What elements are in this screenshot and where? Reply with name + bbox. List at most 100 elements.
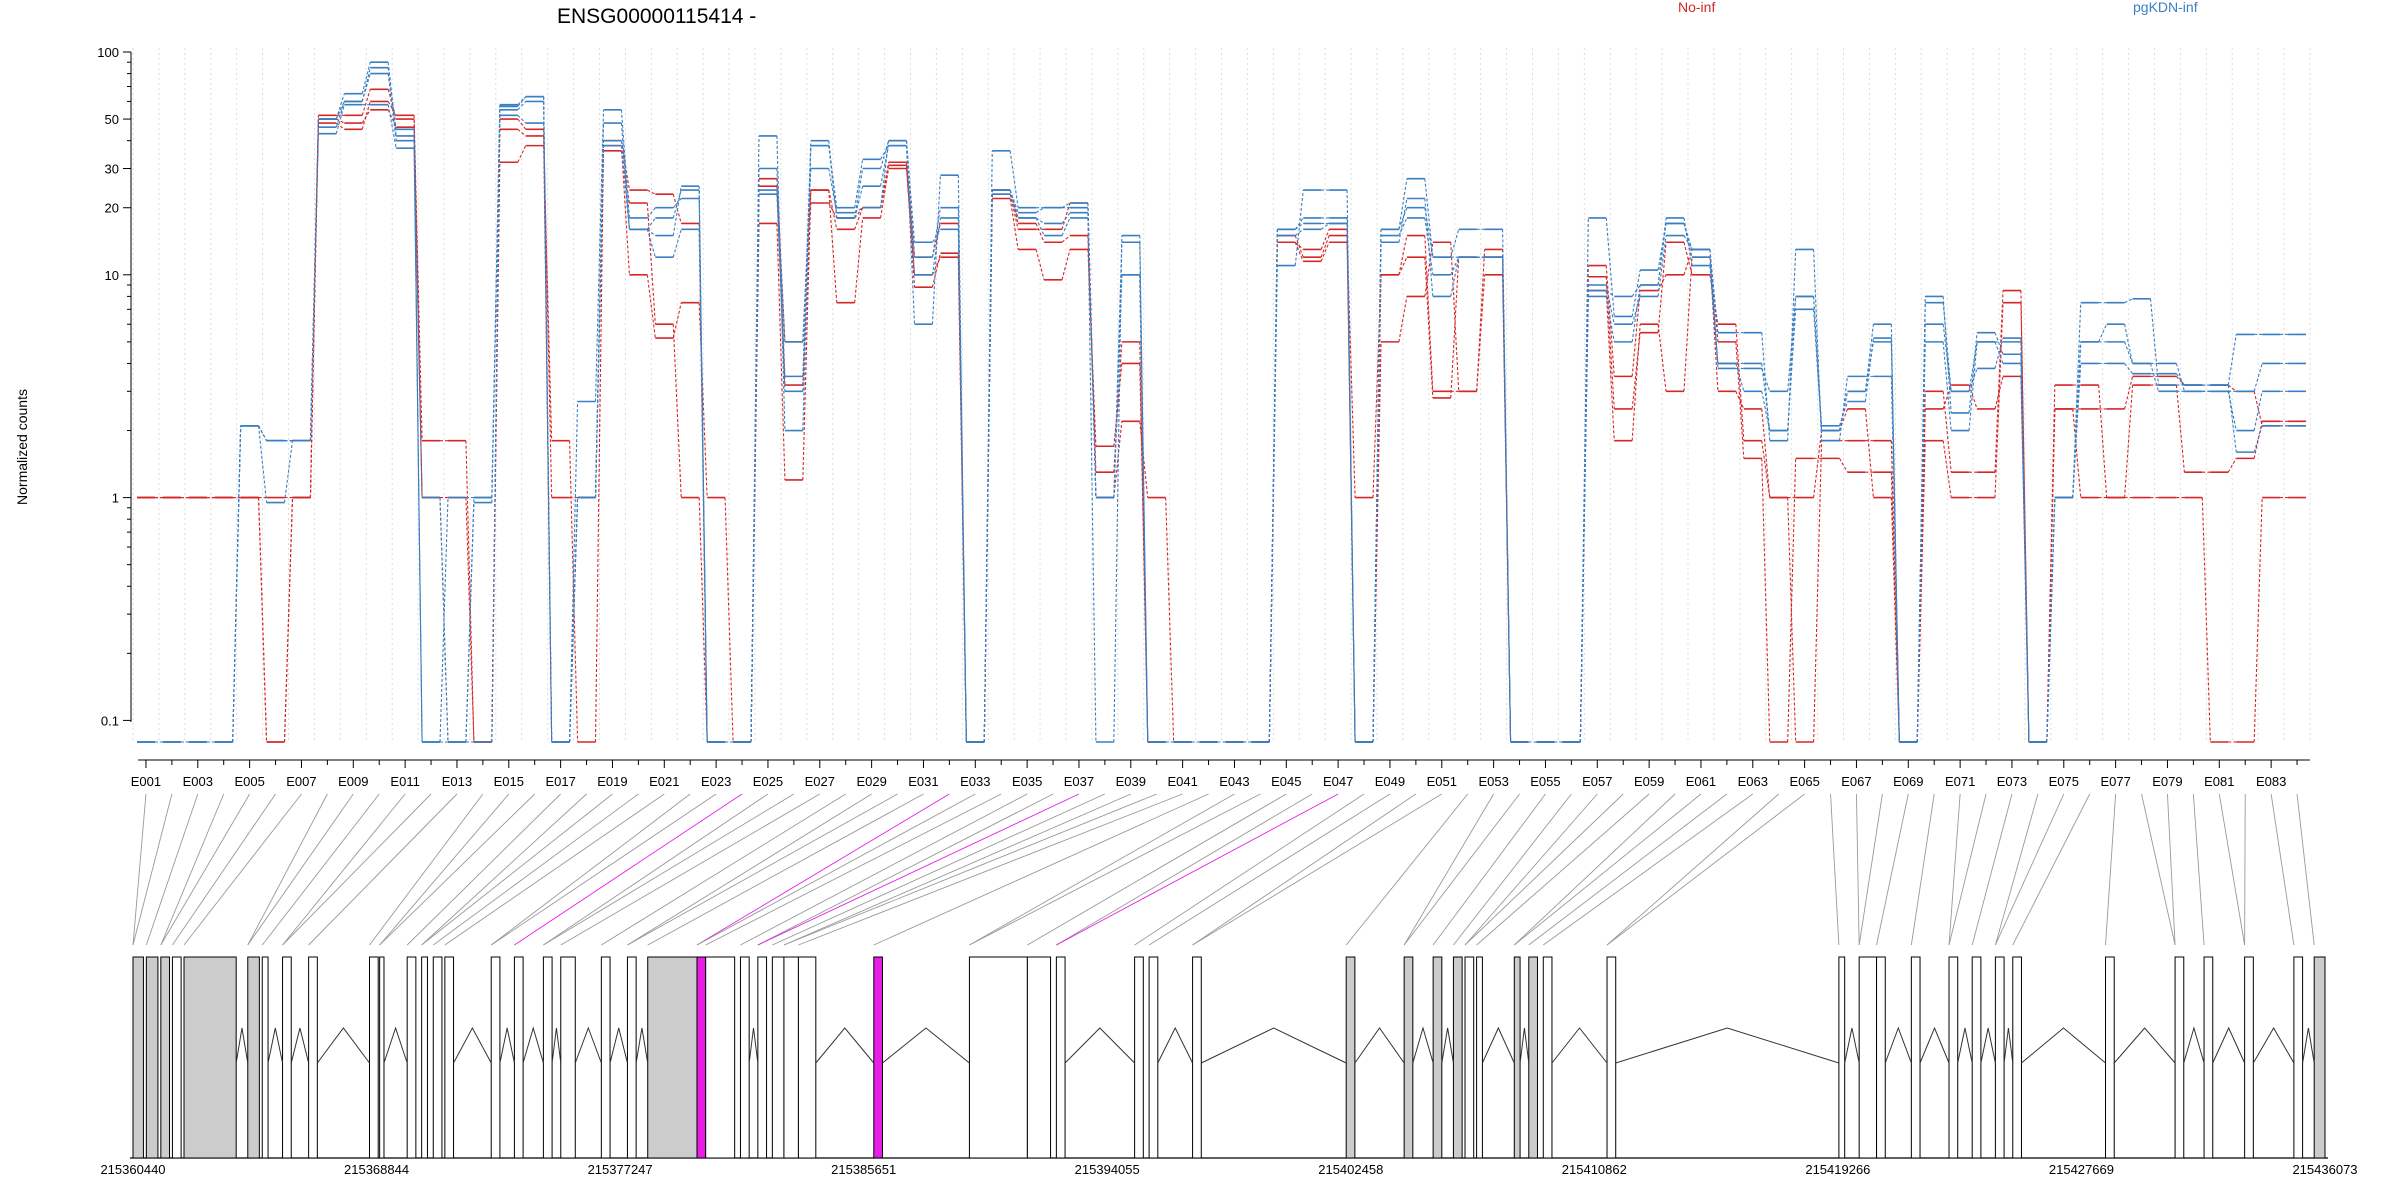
exon-connector [543,793,769,946]
series-connector [594,145,605,743]
exon-tick-label: E009 [338,774,368,789]
series-connector [2124,363,2134,374]
series-connector [1994,302,2004,498]
exon-block [1994,956,2005,1159]
series-no-inf [137,100,2306,743]
series-connector [1009,150,1019,208]
exon-connector [1856,793,1860,946]
exon-block [368,956,379,1159]
exon-connector [627,793,872,946]
exon-connector [369,793,484,946]
intron-line [1980,1027,1996,1064]
series-connector [1087,217,1097,498]
exon-connector [2192,793,2205,946]
exon-block [513,956,524,1159]
series-connector [1424,242,1434,297]
series-connector [2149,363,2160,392]
series-connector [1683,235,1693,250]
series-connector [1605,296,1615,342]
series-connector [1346,235,1356,498]
series-connector [2227,384,2237,392]
series-connector [1061,202,1071,209]
series-connector [1657,324,1667,392]
series-connector [931,207,941,258]
series-connector [258,425,268,503]
exon-connector [1464,793,1624,946]
exon-block [1403,956,1414,1159]
exon-tick-label: E045 [1271,774,1301,789]
genomic-coordinate-label: 215410862 [1562,1162,1627,1177]
series-connector [750,194,760,743]
exon-block [308,956,318,1159]
exon-tick-label: E011 [390,774,419,789]
series-connector [1113,274,1123,498]
exon-block [1948,956,1959,1159]
series-connector [2227,391,2237,431]
exon-connector [740,793,1028,946]
series-connector [387,104,397,149]
exon-tick-label: E031 [908,774,938,789]
intron-line [453,1026,492,1064]
exon-block [1432,956,1443,1159]
genomic-coordinate-label: 215360440 [100,1162,165,1177]
exon-block [783,956,799,1159]
connector-layer [132,793,2315,946]
exon-block [696,956,707,1159]
exon-tick-label: E083 [2256,774,2286,789]
series-connector [2020,363,2030,743]
series-connector [828,140,838,218]
exon-tick-label: E037 [1064,774,1094,789]
exon-tick-label: E069 [1893,774,1923,789]
series-connector [1294,190,1304,266]
series-connector [1994,332,2004,355]
series-connector [672,324,682,498]
series-connector [905,140,916,258]
exon-block [171,956,182,1159]
exon-block [261,956,269,1159]
series-connector [698,497,708,743]
series-connector [2124,298,2133,304]
y-axis-label: Normalized counts [14,389,30,505]
exon-block [145,956,159,1159]
series-connector [646,207,656,219]
exon-block [2105,956,2115,1159]
series-layer [137,61,2306,743]
exon-connector [560,793,821,946]
exon-connector [432,793,639,946]
series-connector [1294,242,1304,262]
series-connector [931,229,941,243]
series-connector [1631,284,1641,342]
series-connector [646,274,656,339]
series-connector [1035,207,1045,214]
intron-line [815,1027,875,1064]
intron-line [2021,1027,2106,1064]
exon-tick-label: E059 [1634,774,1664,789]
series-connector [283,440,294,503]
series-connector [931,253,941,288]
series-connector [1113,421,1123,498]
chart-title: ENSG00000115414 - [557,5,756,28]
exon-connector [160,793,251,946]
series-connector [1035,249,1045,280]
exon-connector [1192,793,1443,946]
series-connector [1061,217,1071,236]
series-connector [335,93,345,120]
series-connector [335,101,345,128]
exon-connector [1464,793,1598,946]
exon-connector [1403,793,1495,946]
exon-connector [647,793,924,946]
series-connector [1009,194,1019,219]
exon-block [757,956,768,1159]
exon-block [2244,956,2254,1159]
exon-connector [183,793,302,946]
exon-connector [1403,793,1520,946]
series-connector [517,145,527,163]
series-connector [1942,391,1952,473]
exon-connector [757,793,1080,946]
exon-block [626,956,637,1159]
series-connector [2124,376,2134,410]
series-connector [1657,242,1667,333]
series-connector [1916,341,1926,743]
genomic-coordinate-axis: 215360440 215368844 215377247 215385651 2153… [100,1162,2357,1177]
exon-connector [1948,793,1987,946]
